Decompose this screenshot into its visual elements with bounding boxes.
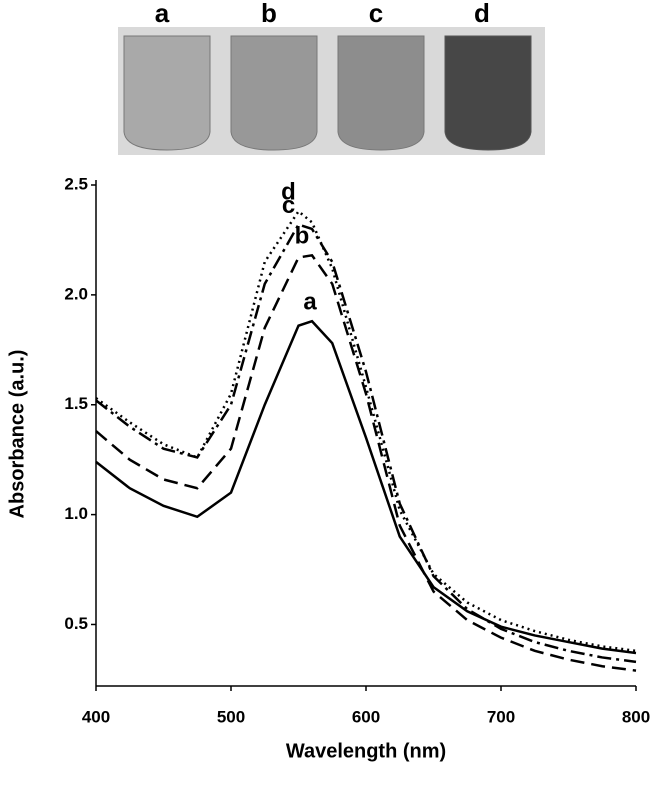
x-tick-label: 500 [217,707,245,726]
photo-label: d [474,0,490,28]
y-tick-label: 2.5 [64,174,88,193]
vial [230,35,318,151]
curve-label: c [282,192,295,219]
y-tick-label: 2.0 [64,284,88,303]
series-line [95,209,637,653]
series-line [95,223,637,664]
y-axis-title: Absorbance (a.u.) [6,350,28,519]
x-tick-label: 600 [352,707,380,726]
curve-label: b [295,223,310,250]
x-axis-title: Wavelength (nm) [286,740,446,762]
y-tick-label: 1.0 [64,504,88,523]
photo-label: a [155,0,170,28]
photo-label: b [261,0,277,28]
curve-label: d [281,179,296,206]
x-tick-label: 400 [82,707,110,726]
vial [444,35,532,151]
vial [123,35,211,151]
photo: a b c d [118,0,545,155]
y-tick-label: 0.5 [64,614,88,633]
x-tick-label: 800 [622,707,650,726]
photo-label: c [369,0,383,28]
vial [337,35,425,151]
x-tick-label: 700 [487,707,515,726]
curve-label: a [303,289,317,316]
series-line [95,253,637,672]
series-line [95,319,637,655]
y-tick-label: 1.5 [64,394,88,413]
